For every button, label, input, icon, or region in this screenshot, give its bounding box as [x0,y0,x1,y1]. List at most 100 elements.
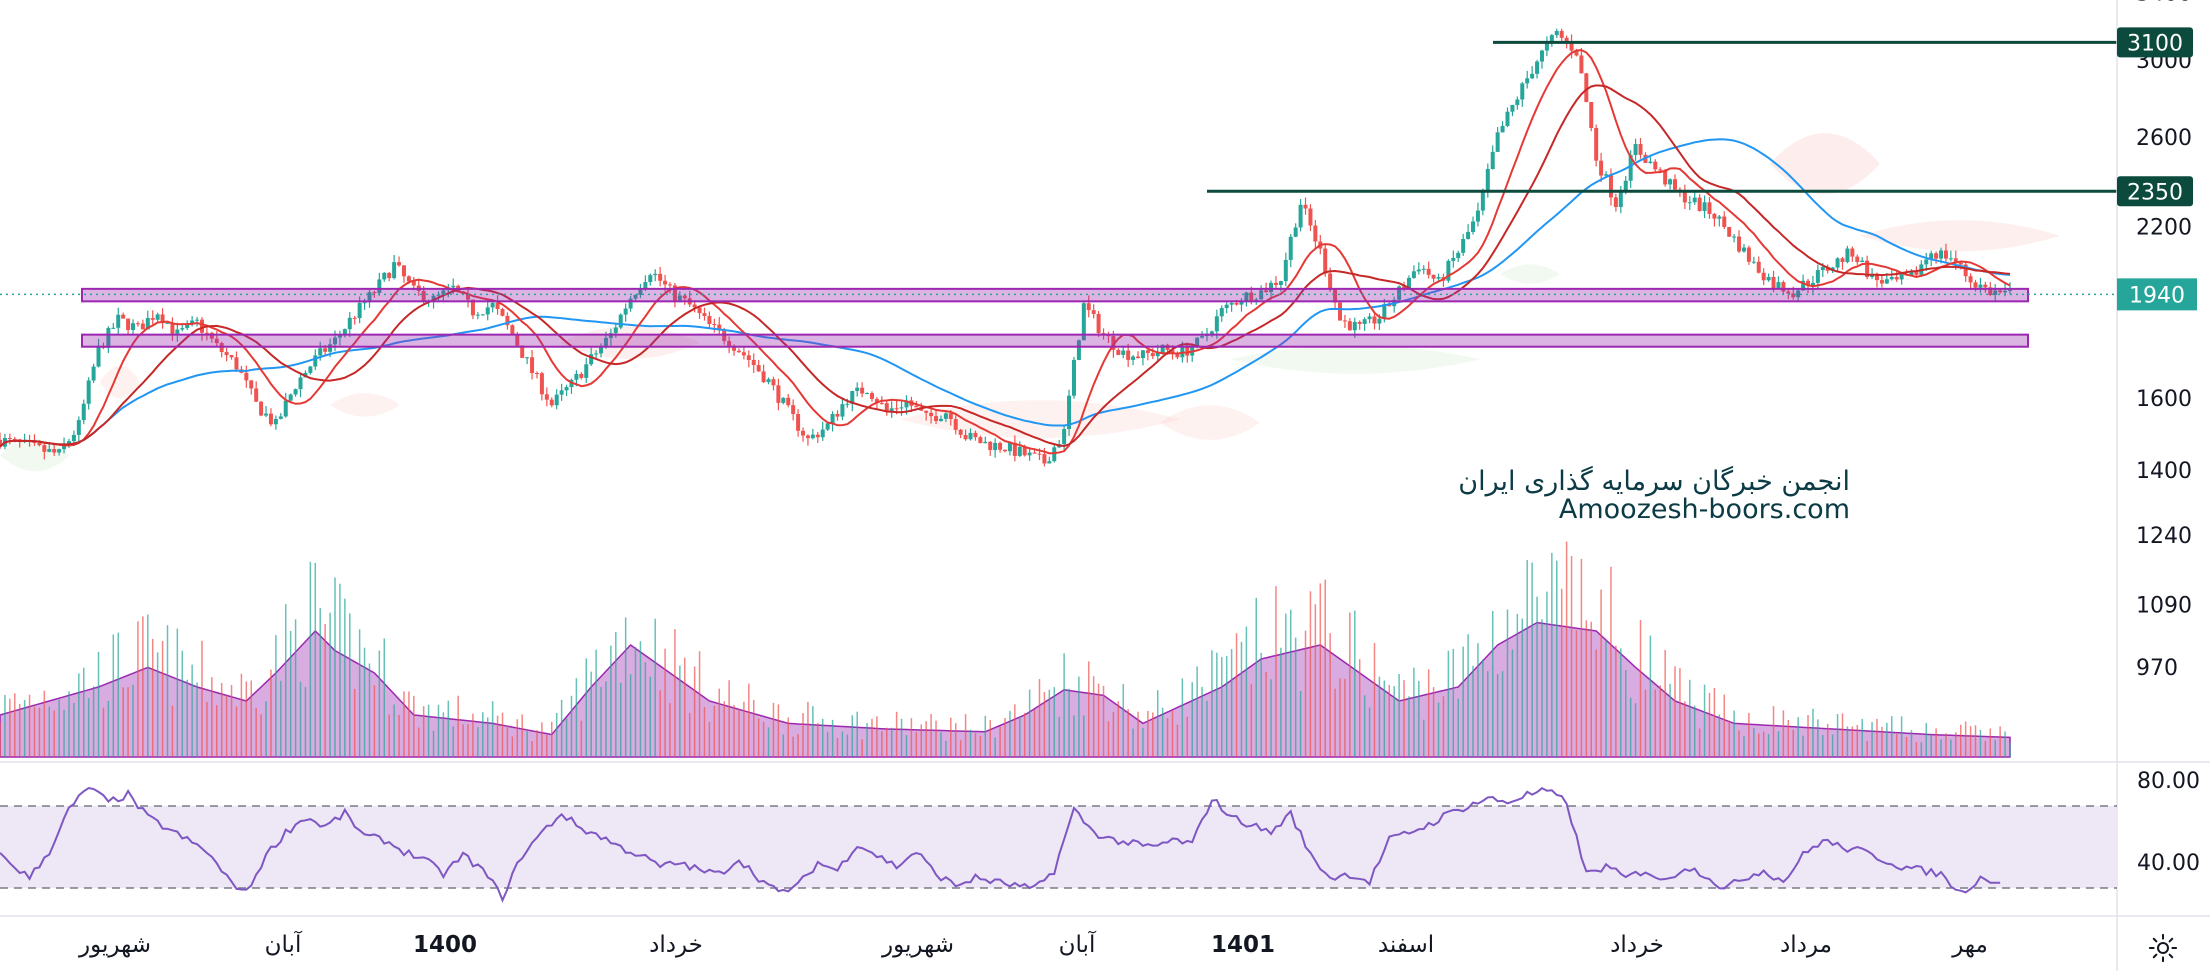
cloud-segment [1230,345,1480,374]
candle-body [1958,262,1963,265]
candle-body [1732,236,1737,238]
candle-body [1022,446,1027,456]
candle-body [1983,284,1988,288]
candle-body [66,441,71,445]
candle-body [273,418,278,425]
candle-body [62,444,67,450]
candle-body [190,320,195,324]
candle-body [1515,99,1520,105]
candle-body [1140,350,1145,359]
candle-body [1131,356,1136,360]
candle-body [254,388,259,402]
candle-body [308,366,313,373]
candle-body [1776,282,1781,289]
candle-body [57,449,62,453]
support-zone[interactable] [81,333,2029,348]
candle-body [628,298,633,309]
candle-body [559,390,564,395]
candle-body [1668,179,1673,185]
settings-button[interactable] [2115,925,2210,971]
candle-body [451,285,456,288]
candle-body [1968,276,1973,283]
candle-body [1599,160,1604,176]
candle-body [1121,350,1126,355]
candle-body [1899,274,1904,280]
moving-average-red-fast [0,49,2011,455]
candle-body [860,387,865,394]
candle-body [1618,192,1623,208]
candle-body [672,285,677,301]
candle-body [96,345,101,367]
candle-body [746,355,751,360]
candle-body [584,364,589,378]
candle-body [1761,272,1766,281]
candle-body [1604,174,1609,176]
candle-body [411,281,416,286]
candle-body [869,393,874,399]
candle-body [1495,132,1500,152]
level-price-tag [2117,176,2193,207]
candle-body [1003,449,1007,452]
candle-body [1214,316,1219,332]
candle-body [1786,291,1791,294]
time-tick-label: خرداد [1610,932,1664,958]
candle-body [1500,125,1505,133]
candle-body [692,304,697,308]
candle-body [1446,260,1451,281]
candle-body [702,313,707,317]
candle-body [441,290,446,295]
candle-body [1076,340,1081,360]
candle-body [1564,37,1569,42]
candle-body [884,403,889,411]
candle-body [825,423,830,430]
candle-body [1781,282,1786,292]
candle-body [771,379,776,386]
candle-body [786,397,791,406]
price-axis[interactable]: 34003000260022001600140012401090970 [2136,0,2192,681]
price-tick-label: 2200 [2136,216,2192,241]
candle-body [313,355,318,367]
candle-body [1544,42,1549,51]
gear-icon [2148,933,2177,963]
candle-body [850,390,855,404]
candle-body [249,380,254,389]
candle-body [1338,302,1342,321]
candle-body [756,365,761,372]
candle-body [337,334,342,338]
candle-body [1934,253,1939,259]
candle-body [1170,350,1175,353]
candle-body [81,403,86,421]
candle-body [820,429,825,438]
time-axis[interactable]: شهریور آبان 1400 خرداد شهریور آبان 1401 اسفند خر… [78,930,1988,958]
candle-body [1879,280,1884,284]
candle-body [1697,197,1702,211]
candle-body [475,314,480,316]
candle-body [1264,290,1269,293]
candle-body [264,413,269,416]
candle-body [1539,50,1544,62]
candle-body [47,449,52,452]
candle-body [1411,271,1416,278]
candle-body [328,344,333,352]
candle-body [1850,248,1855,257]
candle-body [712,324,717,326]
candle-body [515,334,520,346]
candle-body [170,322,175,334]
candle-body [32,441,37,443]
candle-body [1973,282,1978,288]
candle-body [1953,258,1958,263]
candle-body [1155,352,1160,357]
candle-body [1471,221,1476,232]
candle-body [199,319,204,333]
candle-body [983,441,988,444]
candle-body [1052,447,1057,462]
candle-body [1244,292,1249,301]
candle-body [1525,78,1530,84]
candle-body [1855,256,1860,263]
candle-body [929,412,934,417]
level-price-label: 3100 [2127,31,2183,56]
candle-body [421,290,426,302]
candle-body [1239,300,1244,305]
candle-body [1633,144,1638,156]
